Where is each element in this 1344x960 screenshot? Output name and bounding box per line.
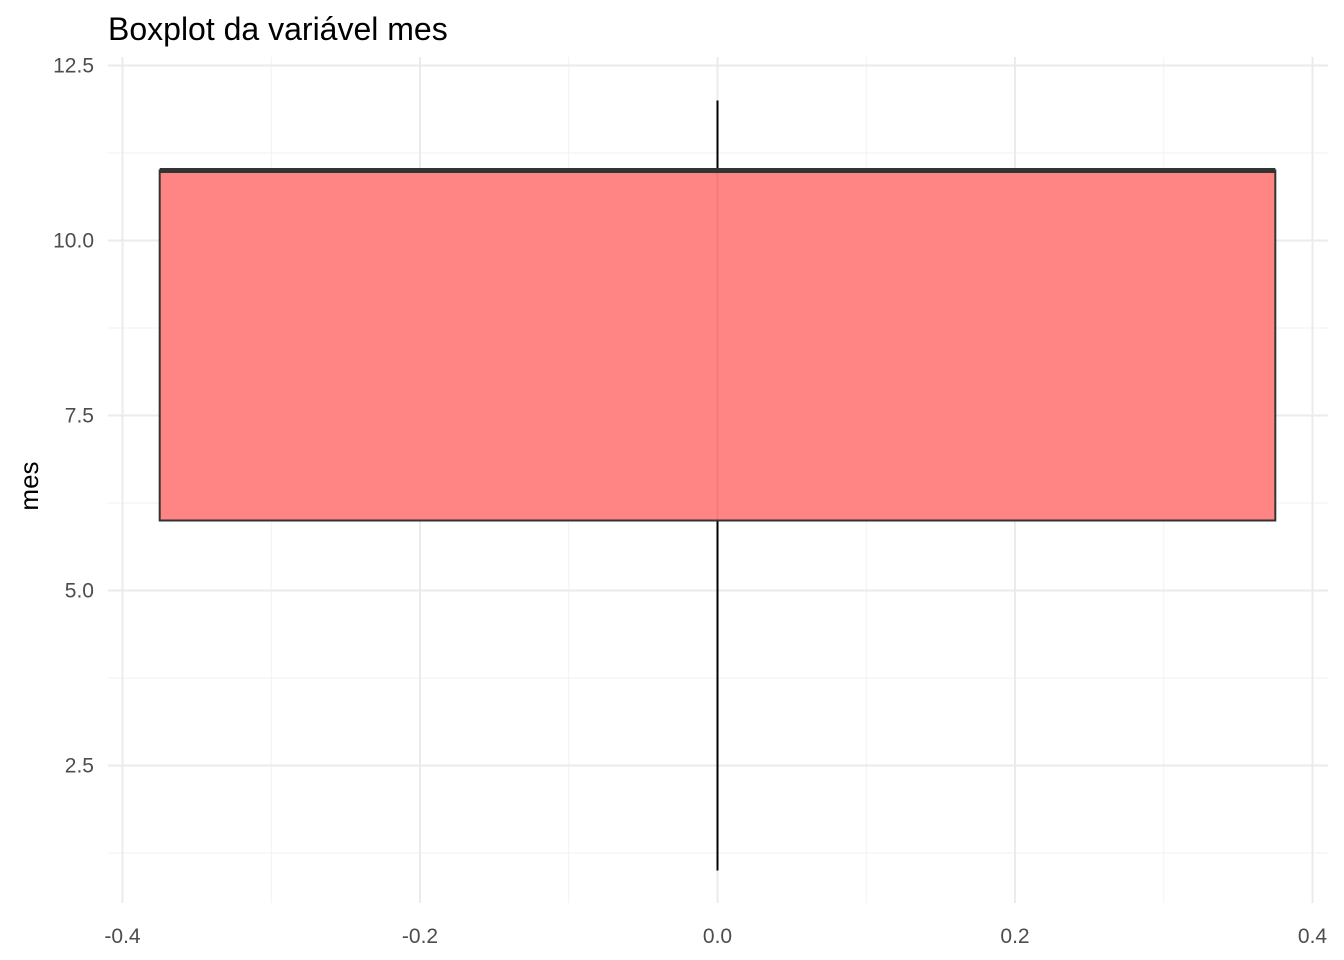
y-tick-label: 5.0 bbox=[65, 580, 94, 603]
x-tick-label: -0.2 bbox=[402, 925, 438, 948]
box-body bbox=[158, 169, 1277, 522]
y-axis-title: mes bbox=[14, 461, 44, 510]
x-tick-label: 0.2 bbox=[1000, 925, 1029, 948]
x-tick-label: -0.4 bbox=[104, 925, 141, 948]
y-tick-label: 7.5 bbox=[65, 405, 94, 428]
box-layer bbox=[158, 100, 1277, 871]
chart-title: Boxplot da variável mes bbox=[108, 11, 448, 47]
y-tick-label: 12.5 bbox=[53, 55, 94, 78]
x-tick-label: 0.4 bbox=[1298, 925, 1328, 948]
y-tick-label: 2.5 bbox=[65, 755, 94, 778]
axis-layer: -0.4 -0.2 0.0 0.2 0.4 2.5 5.0 7.5 10.0 12.5 bbox=[53, 55, 1327, 949]
x-tick-label: 0.0 bbox=[703, 925, 732, 948]
y-tick-label: 10.0 bbox=[53, 230, 94, 253]
